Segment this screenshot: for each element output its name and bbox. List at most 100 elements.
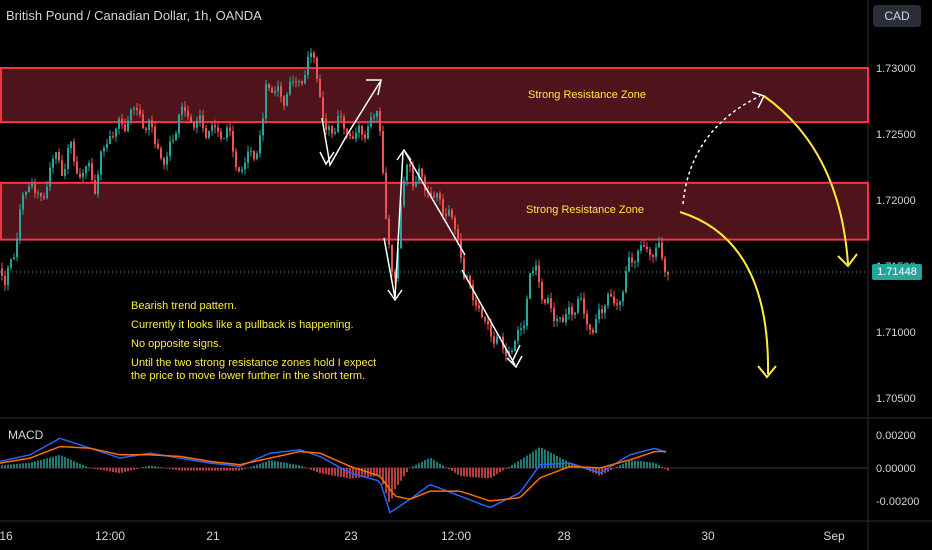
candle-body (490, 324, 492, 337)
candle-body (295, 81, 297, 83)
candle-body (127, 120, 129, 131)
candle-body (7, 267, 9, 286)
candle-body (25, 191, 27, 195)
time-tick-label: 16 (0, 529, 13, 543)
candle-body (595, 319, 597, 333)
candle-body (379, 110, 381, 132)
candle-body (586, 313, 588, 325)
candle-body (124, 124, 126, 131)
candle-body (91, 163, 93, 181)
candle-body (349, 133, 351, 137)
candle-body (640, 245, 642, 251)
candle-body (202, 115, 204, 129)
candle-body (217, 127, 219, 132)
candle-body (229, 127, 231, 132)
candle-body (421, 168, 423, 177)
candle-body (178, 114, 180, 134)
candle-body (316, 57, 318, 79)
candle-body (583, 298, 585, 314)
candle-body (88, 163, 90, 167)
candle-body (259, 135, 261, 154)
macd-line (0, 437, 667, 514)
candle-body (190, 116, 192, 123)
candle-body (301, 81, 303, 84)
candle-body (553, 308, 555, 322)
candle-body (364, 134, 366, 139)
candle-body (256, 153, 258, 160)
candle-body (232, 131, 234, 152)
candle-body (13, 257, 15, 260)
candle-body (541, 282, 543, 300)
candle-body (1, 268, 3, 276)
candle-body (562, 317, 564, 323)
candle-body (166, 156, 168, 165)
candle-body (220, 131, 222, 139)
candle-body (346, 128, 348, 134)
candle-body (373, 116, 375, 118)
projection-dotted-arrow (682, 95, 761, 205)
candle-body (334, 131, 336, 134)
candle-body (52, 158, 54, 168)
candle-body (625, 270, 627, 292)
candle-body (457, 229, 459, 240)
candle-body (208, 130, 210, 138)
candle-body (31, 184, 33, 187)
macd-tick-label: -0.00200 (876, 496, 919, 508)
candle-body (358, 125, 360, 133)
candle-body (226, 127, 228, 138)
candle-body (529, 273, 531, 299)
candle-body (187, 111, 189, 117)
candle-body (112, 136, 114, 138)
candle-body (55, 151, 57, 159)
candle-body (601, 309, 603, 314)
candle-body (139, 110, 141, 115)
candle-body (169, 141, 171, 157)
time-tick-label: 21 (206, 529, 220, 543)
candle-body (517, 330, 519, 341)
candle-body (181, 106, 183, 115)
candle-body (76, 161, 78, 174)
candle-body (103, 147, 105, 152)
candle-body (574, 312, 576, 315)
candle-body (265, 84, 267, 119)
candle-body (175, 133, 177, 141)
arrowhead (319, 151, 335, 166)
trend-line (321, 117, 348, 168)
candle-body (196, 120, 198, 128)
price-tick-label: 1.72000 (876, 195, 916, 207)
currency-button[interactable]: CAD (873, 5, 921, 27)
candle-body (49, 167, 51, 187)
candle-body (382, 131, 384, 173)
candle-body (547, 298, 549, 304)
candle-body (352, 136, 354, 139)
signal-line (0, 445, 666, 502)
candle-body (403, 180, 405, 206)
candle-body (568, 306, 570, 315)
candle-body (466, 275, 468, 279)
candle-body (376, 110, 378, 117)
note-line: Until the two strong resistance zones ho… (131, 357, 377, 369)
candle-body (142, 114, 144, 129)
candle-body (325, 118, 327, 130)
last-price-tag: 1.71448 (872, 264, 922, 280)
candle-body (643, 245, 645, 247)
candle-body (454, 217, 456, 230)
candle-body (613, 296, 615, 304)
candle-body (241, 169, 243, 172)
resistance-zone (0, 67, 869, 124)
candle-body (250, 151, 252, 153)
candle-body (559, 317, 561, 319)
candle-body (664, 258, 666, 273)
candle-body (484, 317, 486, 321)
macd-tick-label: 0.00200 (876, 430, 916, 442)
candle-body (370, 117, 372, 127)
candle-body (82, 172, 84, 178)
candle-body (607, 293, 609, 306)
candle-body (658, 242, 660, 248)
candle-body (538, 265, 540, 283)
trend-line (404, 151, 466, 256)
candle-body (577, 298, 579, 313)
candle-body (406, 164, 408, 181)
